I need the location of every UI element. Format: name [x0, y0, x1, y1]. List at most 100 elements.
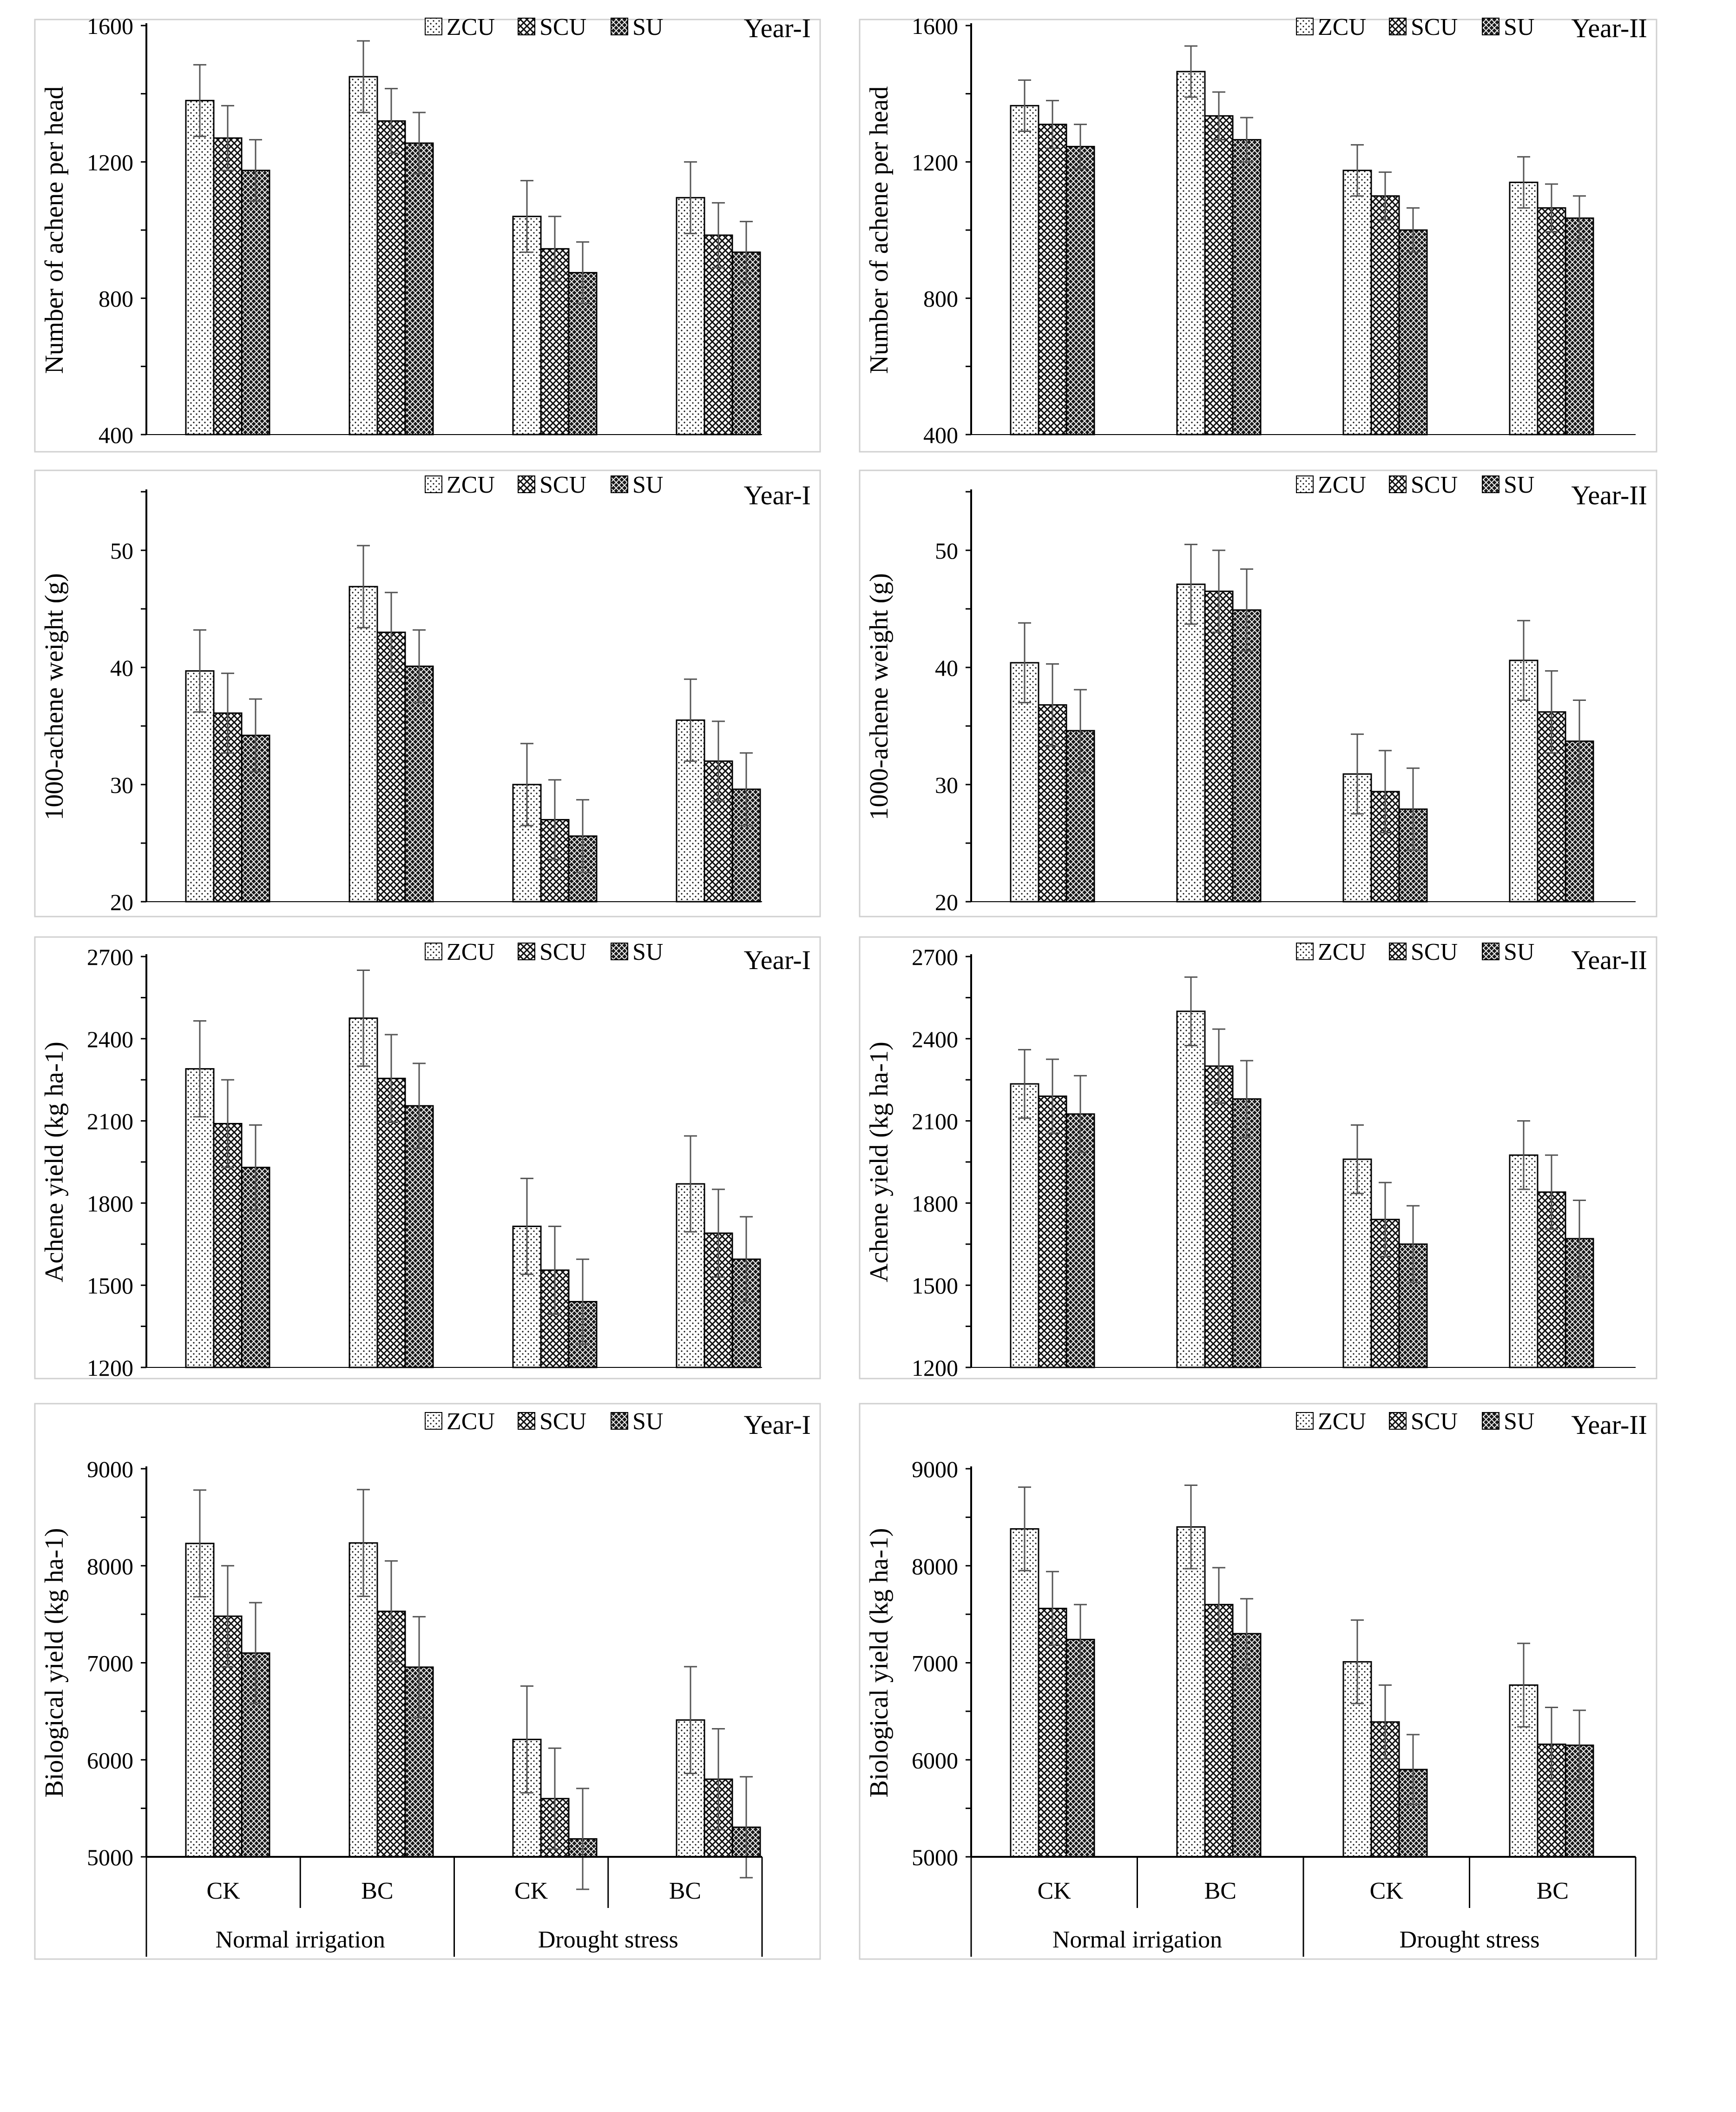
chart-title: Year-I	[744, 945, 811, 975]
legend-swatch-zcu	[1296, 18, 1314, 35]
bar-zcu-2	[1176, 1010, 1206, 1368]
legend-label-zcu: ZCU	[447, 939, 495, 965]
chart-title: Year-II	[1571, 13, 1647, 43]
legend-label-scu: SCU	[539, 1408, 586, 1435]
bar-zcu-3	[1342, 1158, 1372, 1368]
bar-scu-4	[1537, 207, 1566, 436]
panel-frame	[34, 1403, 821, 1960]
bar-zcu-2	[1176, 583, 1206, 903]
y-tick-label: 2700	[87, 944, 133, 970]
y-tick-label: 40	[110, 655, 133, 681]
legend-swatch-scu	[518, 18, 535, 35]
y-tick-label: 9000	[912, 1456, 958, 1482]
y-tick-label: 20	[935, 889, 958, 915]
y-tick-label: 1500	[912, 1273, 958, 1299]
bar-su-3	[1398, 229, 1428, 436]
bar-scu-2	[1204, 1065, 1234, 1368]
legend-label-su: SU	[632, 939, 663, 965]
y-tick-label: 50	[935, 538, 958, 564]
bar-zcu-1	[1010, 1083, 1039, 1368]
chart-panel-2: 400 800 1200 1600 Number of achene per head Y…	[859, 13, 1657, 453]
chart-panel-6: 1200 1500 1800 2100 2400 2700 Achene yield (kg…	[859, 936, 1657, 1381]
legend-swatch-zcu	[1296, 475, 1314, 493]
legend-swatch-su	[611, 943, 628, 960]
legend-label-zcu: ZCU	[447, 1408, 495, 1435]
y-tick-label: 2100	[87, 1109, 133, 1135]
panel-frame	[34, 469, 821, 917]
chart-title: Year-I	[744, 13, 811, 43]
bar-scu-2	[1204, 590, 1234, 903]
y-tick-label: 400	[99, 422, 133, 448]
y-tick-label: 5000	[912, 1844, 958, 1870]
legend-swatch-su	[611, 1412, 628, 1430]
chart-title: Year-II	[1571, 480, 1647, 510]
legend-label-scu: SCU	[539, 14, 586, 40]
legend-label-scu: SCU	[1411, 1408, 1458, 1435]
y-tick-label: 1200	[912, 1355, 958, 1381]
legend-label-su: SU	[1504, 1408, 1534, 1435]
legend-swatch-su	[611, 18, 628, 35]
y-axis-label: Number of achene per head	[40, 86, 69, 374]
y-tick-label: 8000	[87, 1553, 133, 1579]
y-tick-label: 20	[110, 889, 133, 915]
bar-zcu-1	[185, 1543, 215, 1858]
bar-zcu-1	[1010, 1528, 1039, 1858]
legend-label-su: SU	[1504, 939, 1534, 965]
x-group-label: Drought stress	[538, 1927, 678, 1953]
bar-scu-3	[1370, 195, 1400, 436]
y-tick-label: 800	[99, 286, 133, 312]
x-group-label: Normal irrigation	[216, 1927, 385, 1953]
y-tick-label: 5000	[87, 1844, 133, 1870]
bar-zcu-3	[1342, 170, 1372, 436]
chart-panel-3: 20 30 40 50 1000-achene weight (g) Year-I ZCU S…	[34, 469, 821, 917]
y-tick-label: 1800	[912, 1190, 958, 1216]
legend-swatch-zcu	[425, 475, 442, 493]
chart-panel-4: 20 30 40 50 1000-achene weight (g) Year-II ZCU…	[859, 469, 1657, 917]
bar-zcu-2	[349, 1017, 378, 1368]
legend-swatch-scu	[1389, 475, 1407, 493]
x-tick-label: BC	[361, 1878, 393, 1904]
x-group-label: Normal irrigation	[1052, 1927, 1222, 1953]
legend-swatch-su	[611, 475, 628, 493]
panel-frame	[859, 19, 1657, 453]
legend-swatch-zcu	[425, 1412, 442, 1430]
y-tick-label: 1200	[912, 149, 958, 175]
legend-swatch-scu	[518, 943, 535, 960]
legend-label-scu: SCU	[539, 939, 586, 965]
y-tick-label: 40	[935, 655, 958, 681]
bar-scu-2	[376, 120, 406, 436]
legend-label-scu: SCU	[1411, 939, 1458, 965]
legend-swatch-su	[1482, 475, 1499, 493]
y-tick-label: 1600	[87, 13, 133, 39]
y-tick-label: 1500	[87, 1273, 133, 1299]
bar-su-4	[1565, 217, 1594, 436]
bar-su-1	[241, 170, 270, 436]
chart-title: Year-I	[744, 1410, 811, 1440]
bar-zcu-1	[185, 99, 215, 436]
y-tick-label: 30	[935, 772, 958, 798]
y-tick-label: 2400	[912, 1026, 958, 1052]
legend-swatch-zcu	[1296, 943, 1314, 960]
legend-swatch-scu	[518, 1412, 535, 1430]
x-tick-label: BC	[1537, 1878, 1569, 1904]
bar-zcu-1	[185, 1068, 215, 1368]
bar-su-2	[1232, 609, 1262, 903]
bar-scu-1	[1038, 1096, 1067, 1368]
y-tick-label: 1600	[912, 13, 958, 39]
y-axis-label: Achene yield (kg ha-1)	[865, 1042, 894, 1282]
x-tick-label: CK	[207, 1878, 241, 1904]
legend-label-su: SU	[632, 1408, 663, 1435]
x-tick-label: BC	[669, 1878, 701, 1904]
legend-label-zcu: ZCU	[447, 472, 495, 498]
legend-swatch-zcu	[425, 18, 442, 35]
y-tick-label: 1200	[87, 1355, 133, 1381]
bar-scu-2	[1204, 115, 1234, 436]
legend-label-zcu: ZCU	[1318, 472, 1366, 498]
y-axis-label: Achene yield (kg ha-1)	[40, 1042, 69, 1282]
y-tick-label: 7000	[87, 1650, 133, 1676]
legend-label-scu: SCU	[539, 472, 586, 498]
y-tick-label: 400	[923, 422, 958, 448]
legend-label-zcu: ZCU	[1318, 1408, 1366, 1435]
y-tick-label: 7000	[912, 1650, 958, 1676]
